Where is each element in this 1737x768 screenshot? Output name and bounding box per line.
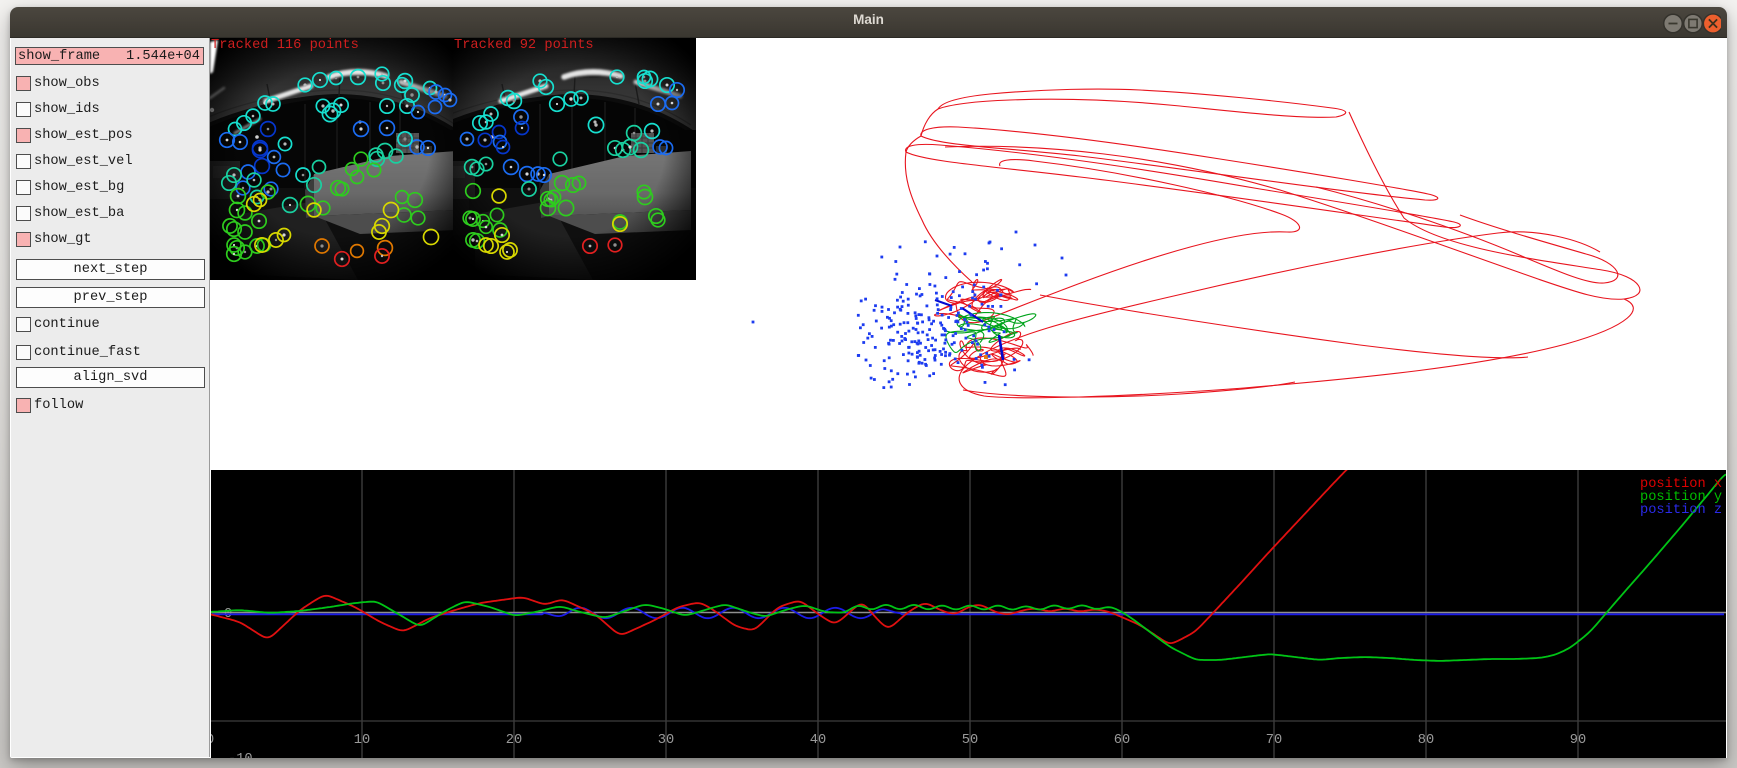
svg-text:Tracked 92 points: Tracked 92 points <box>454 38 594 53</box>
svg-text:60: 60 <box>1114 733 1130 748</box>
svg-text:position z: position z <box>1640 503 1722 518</box>
svg-text:40: 40 <box>810 733 826 748</box>
svg-text:20: 20 <box>506 733 522 748</box>
svg-text:80: 80 <box>1418 733 1434 748</box>
svg-text:position y: position y <box>1640 490 1722 505</box>
svg-text:50: 50 <box>962 733 978 748</box>
svg-text:10: 10 <box>354 733 370 748</box>
svg-text:70: 70 <box>1266 733 1282 748</box>
svg-text:30: 30 <box>658 733 674 748</box>
svg-text:Tracked 116 points: Tracked 116 points <box>211 38 359 53</box>
svg-text:position x: position x <box>1640 477 1722 492</box>
svg-text:90: 90 <box>1570 733 1586 748</box>
svg-text:0: 0 <box>211 733 214 748</box>
svg-text:-10: -10 <box>228 752 253 758</box>
